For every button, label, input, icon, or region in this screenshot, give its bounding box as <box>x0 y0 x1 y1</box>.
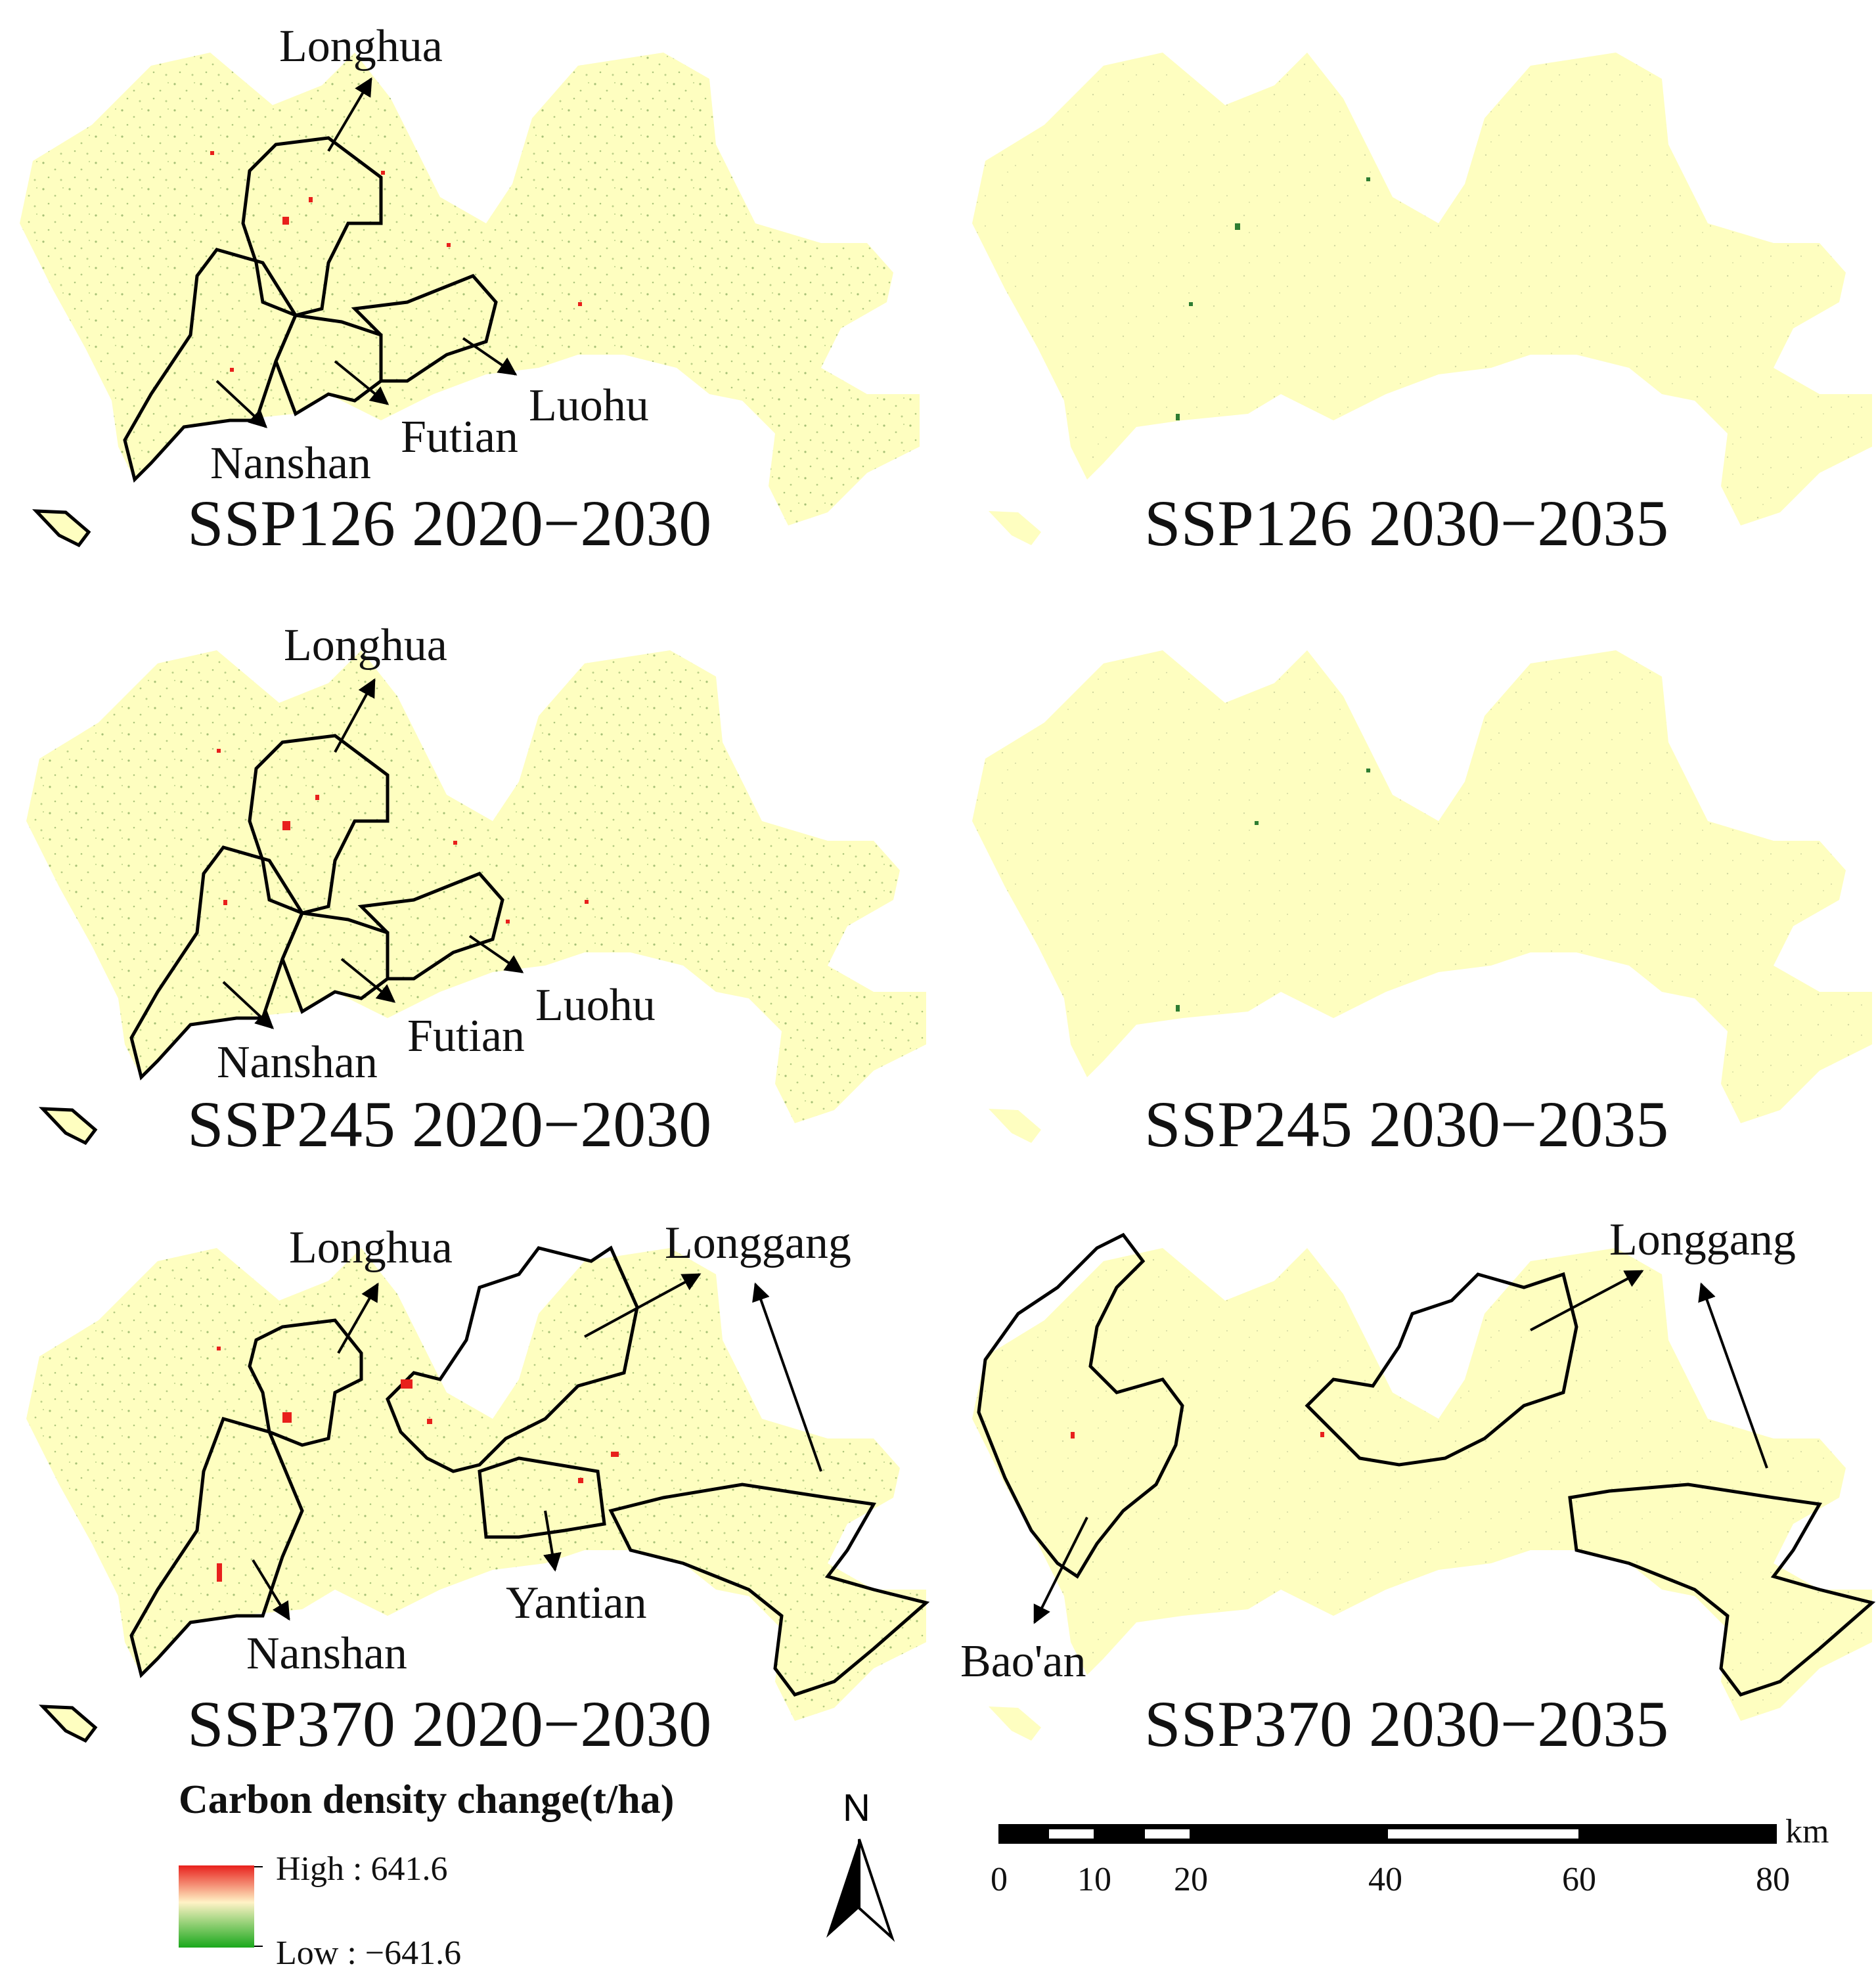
district-label: Futian <box>401 412 518 462</box>
scale-tick: 80 <box>1756 1861 1790 1898</box>
scale-tick: 20 <box>1174 1861 1208 1898</box>
panel-title: SSP126 2030−2035 <box>1144 487 1668 560</box>
legend-high-label: High : 641.6 <box>276 1850 447 1888</box>
district-label: Longhua <box>279 21 443 72</box>
map-panel-ssp245-2030-2035 <box>972 650 1872 1143</box>
carbon-gain-patches <box>210 151 582 372</box>
district-label: Longgang <box>665 1218 851 1268</box>
annotation-arrows <box>215 77 1768 1624</box>
map-panel-ssp370-2020-2030 <box>26 1245 930 1741</box>
district-label: Luohu <box>535 980 656 1031</box>
panel-title: SSP245 2020−2030 <box>187 1088 711 1161</box>
district-boundaries <box>123 136 498 483</box>
district-labels: Longhua Luohu Futian Nanshan Longhua Luo… <box>210 21 1796 1687</box>
district-label: Longhua <box>289 1222 453 1273</box>
legend-color-ramp <box>179 1865 254 1948</box>
north-arrow: N <box>826 1787 895 1942</box>
district-label: Longgang <box>1609 1215 1796 1265</box>
map-panel-ssp370-2030-2035 <box>972 1232 1876 1741</box>
map-panel-ssp126-2020-2030 <box>20 53 920 545</box>
panel-title: SSP245 2030−2035 <box>1144 1088 1668 1161</box>
district-label: Nanshan <box>246 1628 407 1679</box>
scale-tick: 10 <box>1077 1861 1111 1898</box>
district-label: Longhua <box>284 620 447 671</box>
map-panel-ssp245-2020-2030 <box>26 650 926 1143</box>
district-label: Nanshan <box>217 1037 378 1088</box>
district-label: Futian <box>407 1011 525 1061</box>
panel-titles: SSP126 2020−2030 SSP126 2030−2035 SSP245… <box>187 487 1668 1760</box>
carbon-gain-patches <box>217 749 589 924</box>
district-label: Bao'an <box>960 1636 1086 1687</box>
district-label: Yantian <box>506 1578 647 1628</box>
scale-tick: 40 <box>1368 1861 1402 1898</box>
legend-title: Carbon density change(t/ha) <box>179 1777 674 1822</box>
scale-bar: km 0 10 20 40 60 80 <box>991 1813 1829 1898</box>
north-arrow-label: N <box>843 1787 870 1829</box>
district-boundaries <box>129 734 504 1081</box>
panel-title: SSP126 2020−2030 <box>187 487 711 560</box>
scale-tick: 0 <box>991 1861 1008 1898</box>
panel-title: SSP370 2030−2035 <box>1144 1687 1668 1760</box>
legend: Carbon density change(t/ha) High : 641.6… <box>179 1777 674 1972</box>
district-label: Nanshan <box>210 438 371 489</box>
district-label: Luohu <box>529 380 649 431</box>
district-boundaries <box>977 1232 1876 1697</box>
north-arrow-icon <box>826 1839 859 1938</box>
scale-unit: km <box>1785 1813 1829 1850</box>
district-boundaries <box>129 1245 930 1697</box>
legend-low-label: Low : −641.6 <box>276 1934 461 1972</box>
carbon-gain-patches <box>217 1347 619 1582</box>
scale-tick: 60 <box>1562 1861 1596 1898</box>
panel-title: SSP370 2020−2030 <box>187 1687 711 1760</box>
map-panel-ssp126-2030-2035 <box>972 53 1872 545</box>
